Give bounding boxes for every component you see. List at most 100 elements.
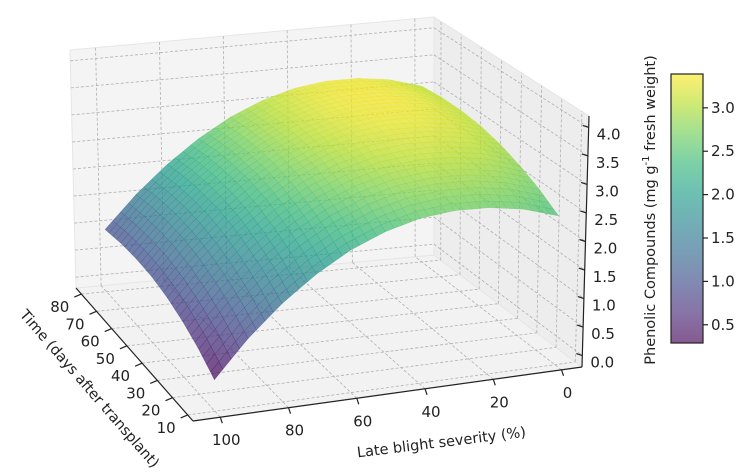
axis-label-glyph: s (438, 435, 447, 452)
axis-label-glyph: e (445, 433, 456, 450)
z-axis-label-main: Phenolic Compounds (mg g (643, 165, 659, 364)
y-tick-label: 30 (126, 384, 145, 402)
colorbar-tick-label: 2.5 (711, 142, 735, 160)
x-tick (424, 388, 428, 395)
tick-labels: 02040608010010203040506070800.00.51.01.5… (50, 125, 620, 449)
x-tick-label: 60 (353, 412, 372, 430)
z-tick (581, 153, 589, 157)
axis-label-glyph: e (379, 442, 390, 459)
axis-label-glyph: i (477, 430, 483, 446)
z-axis-label-end: fresh weight) (643, 55, 659, 155)
y-tick (104, 328, 112, 333)
x-tick (492, 379, 496, 386)
axis-label-glyph: i (405, 439, 411, 455)
surface (104, 78, 559, 381)
grid-line (111, 288, 480, 329)
colorbar-tick-label: 0.5 (711, 316, 735, 334)
x-tick (219, 417, 223, 424)
grid-line (536, 85, 543, 333)
x-tick-label: 100 (212, 431, 241, 449)
colorbar-gradient (671, 74, 703, 343)
x-tick (560, 369, 565, 377)
grid-line (555, 98, 563, 348)
z-tick (580, 181, 588, 186)
z-tick (576, 324, 584, 328)
surface-patch (210, 361, 224, 381)
z-tick (578, 267, 585, 271)
grid-line (414, 256, 562, 371)
grid-line (187, 361, 576, 416)
colorbar-frame (670, 73, 704, 344)
z-axis-label-sup: -1 (641, 155, 652, 165)
x-axis-line (192, 366, 583, 422)
z-tick (582, 124, 589, 128)
y-tick-label: 10 (157, 419, 176, 437)
grid-line (433, 54, 589, 157)
z-tick (580, 210, 587, 214)
y-tick-label: 80 (50, 298, 69, 316)
axis-label-glyph: e (463, 431, 474, 448)
y-tick-label: 50 (96, 350, 115, 368)
x-tick-label: 40 (421, 403, 440, 421)
axis-label-glyph: ( (500, 427, 508, 444)
axis-label-glyph: r (471, 431, 479, 448)
axis-label-glyph: L (356, 444, 366, 461)
axis-label-glyph: % (506, 425, 522, 443)
y-tick (74, 293, 82, 298)
axis-label-glyph: y (487, 428, 498, 445)
z-tick-label: 3.5 (596, 154, 620, 172)
colorbar-tick-label: 1.5 (711, 229, 735, 247)
y-tick-label: 60 (81, 333, 100, 351)
grid-line (70, 54, 435, 89)
colorbar-ticks: 0.5 1.0 1.5 2.0 2.5 3.0 (703, 99, 735, 334)
grid-line (71, 81, 435, 116)
axis-label-glyph: g (409, 438, 420, 455)
z-tick-label: 0.0 (590, 354, 614, 372)
z-tick-label: 1.5 (593, 268, 617, 286)
z-tick (577, 295, 585, 300)
grid-line (433, 216, 584, 328)
grid-line (433, 243, 583, 356)
z-tick-label: 0.5 (591, 325, 615, 343)
y-tick (119, 345, 128, 350)
z-tick (576, 353, 583, 357)
z-tick-label: 2.0 (594, 240, 618, 258)
axis-label-glyph: ) (519, 425, 527, 442)
colorbar-tick-label: 1.0 (711, 272, 735, 290)
z-tick-label: 3.0 (595, 182, 619, 200)
grid-line (70, 27, 435, 62)
axis-label-glyph: l (401, 439, 407, 455)
z-axis-label: Phenolic Compounds (mg g-1 fresh weight) (641, 55, 659, 364)
y-tick (134, 362, 143, 367)
z-tick-label: 4.0 (597, 125, 621, 143)
grid-line (157, 332, 537, 381)
grid-line (352, 262, 494, 380)
y-axis-line (75, 287, 194, 422)
grid-line (433, 81, 588, 185)
y-tick (89, 310, 97, 315)
axis-label-glyph: t (481, 429, 489, 446)
y-tick-label: 70 (65, 315, 84, 333)
x-tick (356, 398, 360, 405)
axis-label-glyph: t (373, 443, 381, 460)
x-tick-label: 0 (563, 384, 573, 402)
grid-line (126, 303, 499, 347)
x-tick (287, 407, 292, 414)
axis-lines (74, 115, 590, 424)
y-tick-label: 20 (141, 402, 160, 420)
grid-line (289, 268, 426, 390)
grid-line (172, 346, 557, 399)
x-tick-label: 80 (285, 422, 304, 440)
y-tick-label: 40 (111, 367, 130, 385)
colorbar: 0.5 1.0 1.5 2.0 2.5 3.0 (670, 73, 735, 344)
grid-line (100, 285, 221, 418)
colorbar-tick-label: 3.0 (711, 99, 735, 117)
axis-label-glyph: h (418, 437, 429, 454)
y-tick (180, 414, 188, 419)
grid-line (433, 27, 589, 128)
axis-label-glyph: v (454, 432, 465, 449)
y-tick (165, 397, 173, 402)
